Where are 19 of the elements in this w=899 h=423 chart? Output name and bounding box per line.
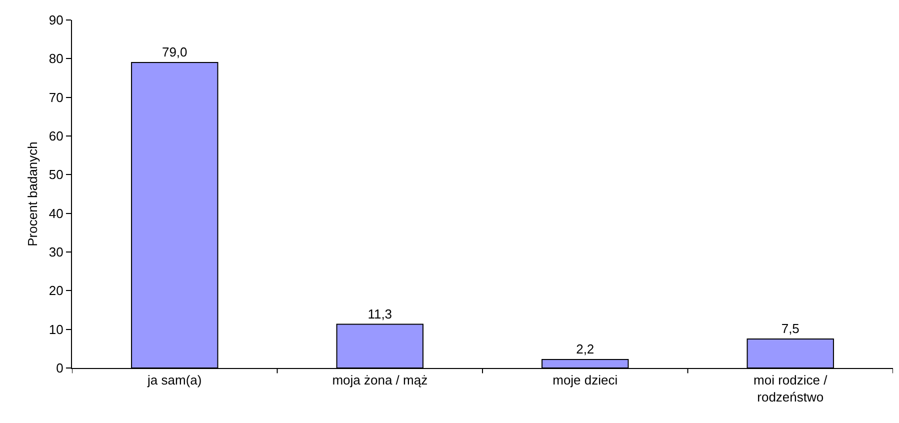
y-tick-label: 70 [48,90,64,105]
y-axis-title: Procent badanych [24,142,40,246]
y-tick-label: 50 [48,167,64,182]
y-tick-label: 90 [48,12,64,28]
y-tick-label: 80 [48,51,64,66]
data-label: 2,2 [576,341,594,356]
x-tick-label: moje dzieci [552,372,618,388]
y-tick-label: 0 [56,360,64,376]
data-label: 11,3 [368,306,392,322]
y-tick-label: 30 [48,244,64,260]
x-tick-label: ja sam(a) [146,372,202,388]
y-tick-label: 10 [48,322,64,337]
y-tick-label: 60 [48,128,64,144]
x-tick-label: moi rodzice / rodzeństwo [754,372,828,404]
x-tick-label: moja żona / mąż [332,372,428,388]
y-tick-label: 40 [48,206,64,221]
data-label: 7,5 [781,321,800,336]
y-tick-label: 20 [48,283,64,298]
data-label: 79,0 [162,44,188,60]
